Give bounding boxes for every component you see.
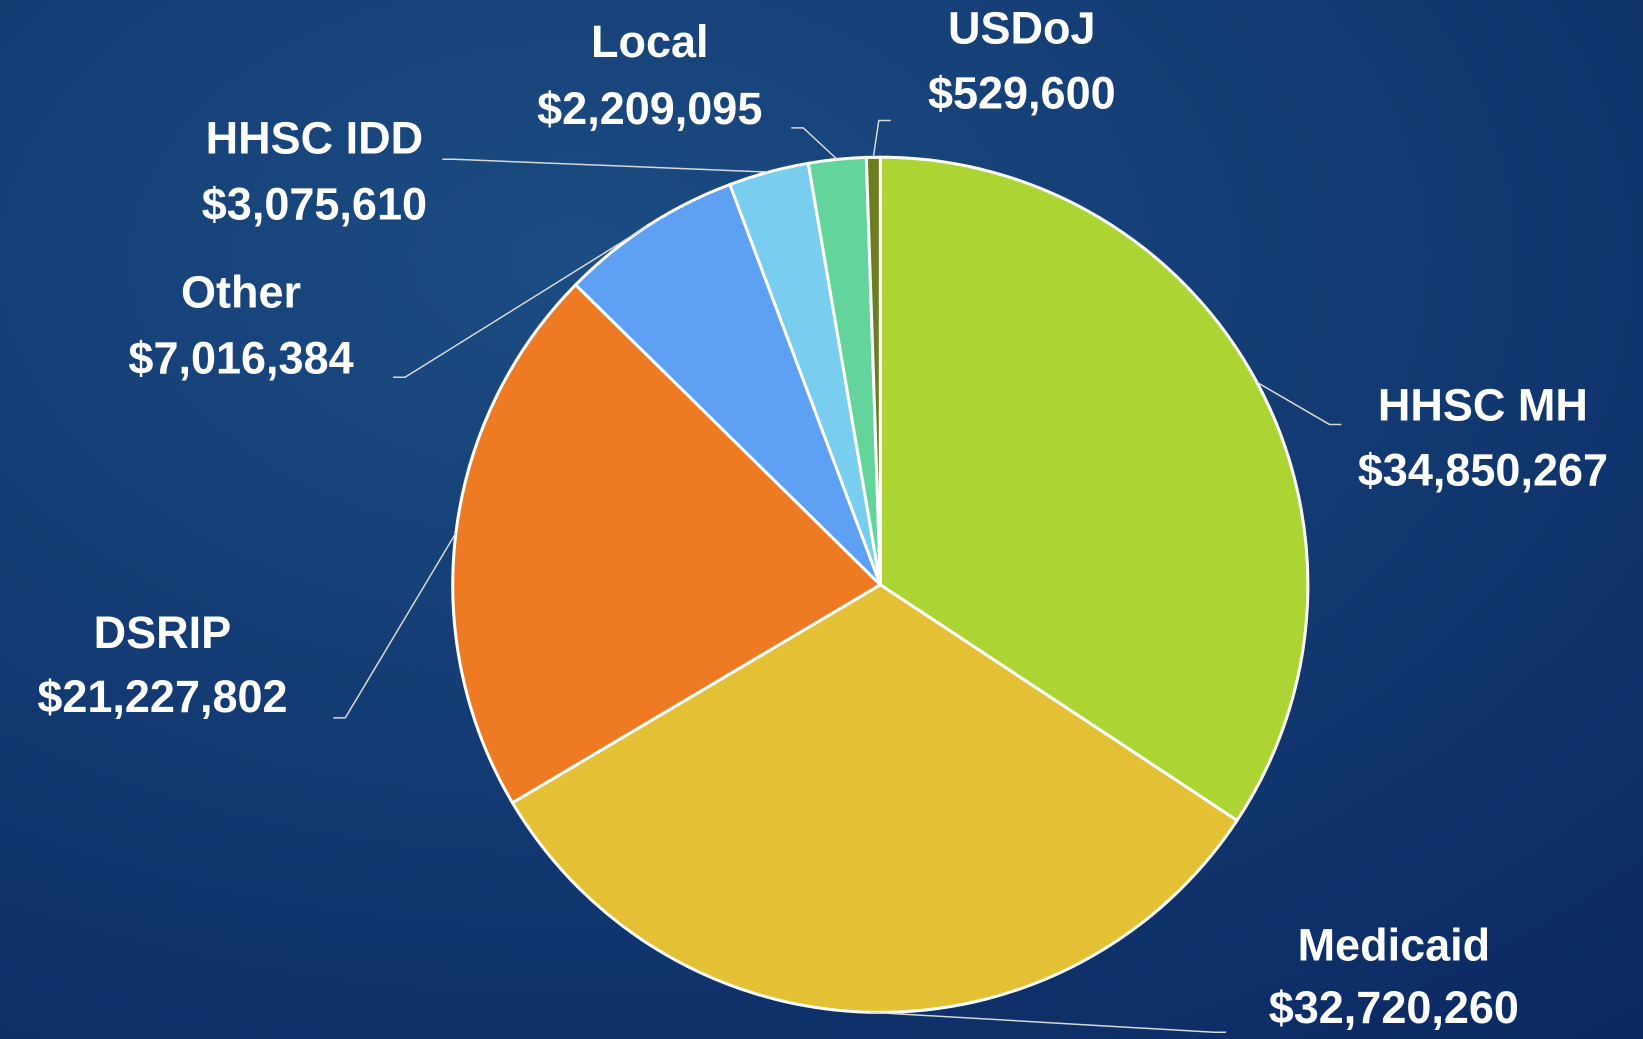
- slice-label: HHSC IDD: [206, 112, 424, 163]
- slice-label: DSRIP: [94, 607, 232, 658]
- leader-line: [442, 158, 769, 173]
- slice-value: $34,850,267: [1358, 445, 1608, 496]
- leader-line: [1256, 381, 1342, 426]
- leader-line: [791, 127, 838, 160]
- slice-value: $3,075,610: [202, 178, 427, 229]
- slice-value: $2,209,095: [537, 83, 762, 134]
- slice-value: $7,016,384: [128, 332, 353, 383]
- leader-line: [333, 532, 457, 719]
- leader-line: [872, 119, 891, 158]
- slice-value: $21,227,802: [37, 671, 287, 722]
- leader-line: [393, 225, 648, 379]
- slice-label: Local: [591, 16, 709, 67]
- leader-line: [869, 1011, 1227, 1034]
- slice-value: $32,720,260: [1269, 982, 1519, 1033]
- slice-value: $529,600: [928, 67, 1116, 118]
- slice-label: Medicaid: [1298, 919, 1491, 970]
- slice-label: HHSC MH: [1378, 380, 1588, 431]
- pie-slice: [510, 583, 1240, 1014]
- pie-slice: [573, 182, 882, 586]
- pie-slice: [451, 282, 883, 805]
- slice-label: Other: [181, 266, 301, 317]
- slice-label: USDoJ: [948, 2, 1096, 53]
